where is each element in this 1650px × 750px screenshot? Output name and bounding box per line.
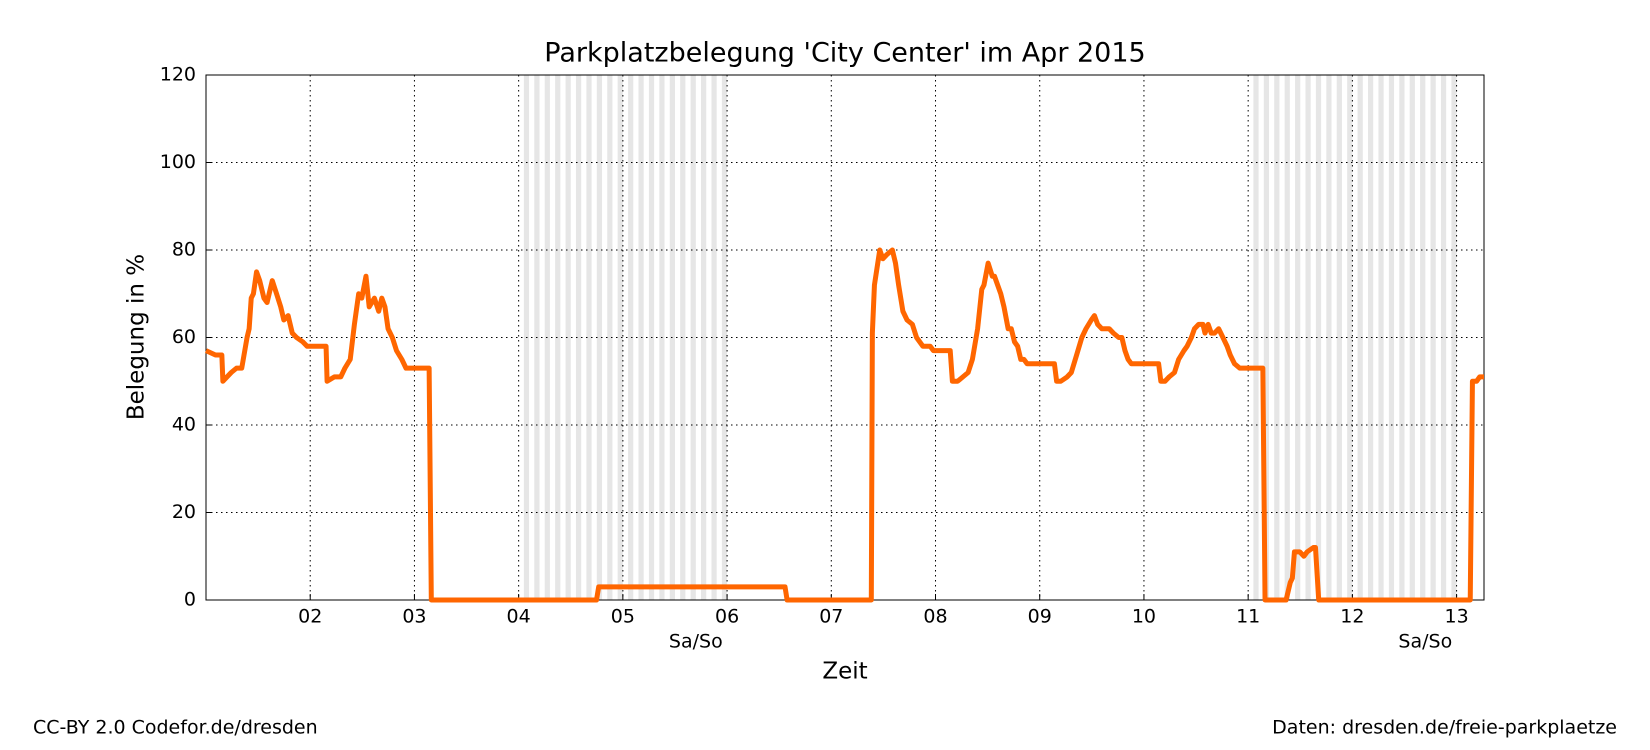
weekend-stripe <box>711 75 717 600</box>
y-tick-label: 60 <box>172 326 196 348</box>
weekend-stripe <box>721 75 728 600</box>
x-tick-label: 12 <box>1340 606 1364 628</box>
weekend-stripe <box>1440 75 1447 600</box>
weekend-stripe <box>628 75 634 600</box>
x-tick-label: 03 <box>402 606 426 628</box>
weekend-stripe <box>565 75 571 600</box>
weekend-label: Sa/So <box>1398 631 1452 653</box>
weekend-stripe <box>1326 75 1332 600</box>
occupancy-line <box>204 247 1484 603</box>
x-tick-label: 02 <box>298 606 322 628</box>
x-tick-label: 08 <box>923 606 947 628</box>
x-tick-label: 04 <box>507 606 531 628</box>
x-tick-label: 05 <box>611 606 635 628</box>
y-axis-label: Belegung in % <box>124 254 150 420</box>
weekend-stripe <box>1368 75 1374 600</box>
weekend-stripe <box>1430 75 1436 600</box>
x-tick-label: 07 <box>819 606 843 628</box>
x-axis-label: Zeit <box>822 659 867 685</box>
weekend-stripe <box>1295 75 1301 600</box>
weekend-stripe <box>690 75 696 600</box>
weekend-stripe <box>575 75 582 600</box>
weekend-stripe <box>1357 75 1363 600</box>
weekend-label: Sa/So <box>669 631 723 653</box>
y-tick-label: 40 <box>172 414 196 436</box>
weekend-stripe <box>596 75 603 600</box>
x-tick-label: 06 <box>715 606 739 628</box>
weekend-stripe <box>1420 75 1426 600</box>
y-tick-label: 120 <box>160 64 196 86</box>
weekend-stripe <box>1451 75 1457 600</box>
weekend-stripe <box>1305 75 1311 600</box>
weekend-stripe <box>586 75 592 600</box>
weekend-stripe <box>680 75 686 600</box>
y-tick-label: 80 <box>172 239 196 261</box>
x-tick-label: 09 <box>1028 606 1052 628</box>
weekend-stripe <box>555 75 561 600</box>
y-tick-label: 0 <box>184 589 196 611</box>
weekend-stripe <box>607 75 613 600</box>
chart-title: Parkplatzbelegung 'City Center' im Apr 2… <box>544 38 1145 69</box>
weekend-stripe <box>701 75 707 600</box>
license-note: CC-BY 2.0 Codefor.de/dresden <box>33 717 318 739</box>
weekend-stripe <box>617 75 623 600</box>
weekend-stripe <box>1253 75 1259 600</box>
weekend-stripe <box>1347 75 1353 600</box>
x-tick-label: 10 <box>1132 606 1156 628</box>
x-tick-label: 11 <box>1236 606 1260 628</box>
y-tick-label: 20 <box>172 501 196 523</box>
weekend-stripe <box>1315 75 1322 600</box>
source-note: Daten: dresden.de/freie-parkplaetze <box>1272 717 1617 739</box>
x-tick-label: 13 <box>1444 606 1468 628</box>
weekend-stripe <box>1336 75 1342 600</box>
y-tick-label: 100 <box>160 151 196 173</box>
